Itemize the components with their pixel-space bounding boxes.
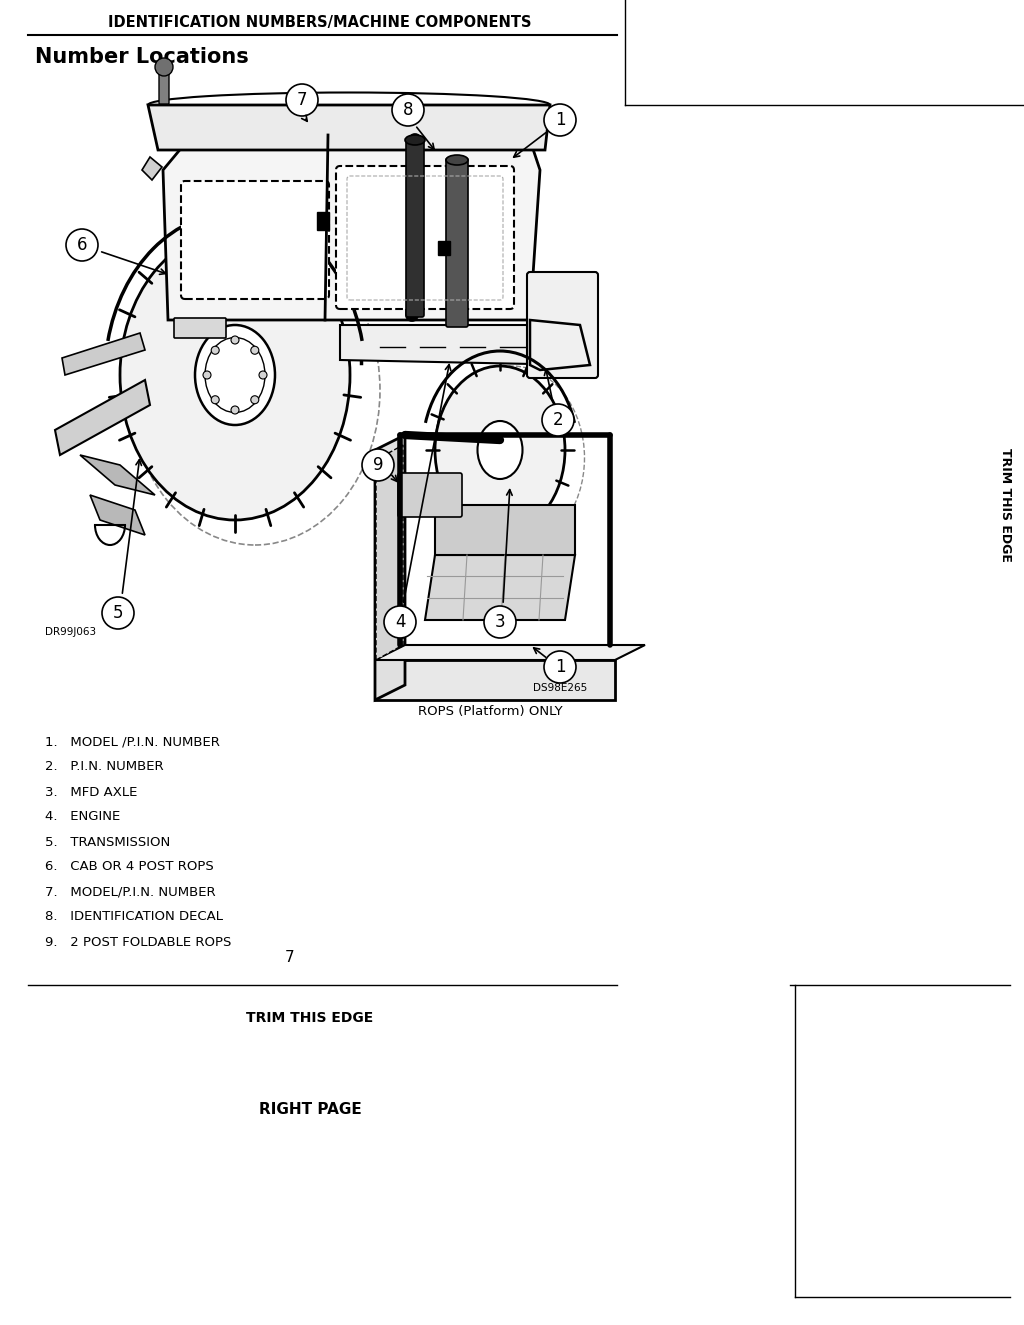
Circle shape — [102, 598, 134, 629]
Ellipse shape — [195, 325, 275, 425]
Polygon shape — [80, 454, 155, 496]
Ellipse shape — [435, 366, 565, 534]
Circle shape — [544, 651, 575, 682]
Circle shape — [231, 405, 239, 413]
Text: RIGHT PAGE: RIGHT PAGE — [259, 1102, 361, 1117]
Bar — [438, 241, 450, 254]
Polygon shape — [340, 325, 580, 364]
Text: ROPS (Platform) ONLY: ROPS (Platform) ONLY — [418, 705, 562, 718]
FancyBboxPatch shape — [527, 272, 598, 378]
Text: IDENTIFICATION NUMBERS/MACHINE COMPONENTS: IDENTIFICATION NUMBERS/MACHINE COMPONENT… — [109, 15, 531, 29]
Text: 2.   P.I.N. NUMBER: 2. P.I.N. NUMBER — [45, 761, 164, 774]
Text: DS98E265: DS98E265 — [534, 682, 587, 693]
FancyBboxPatch shape — [174, 318, 226, 338]
Circle shape — [484, 606, 516, 639]
Circle shape — [231, 337, 239, 344]
Circle shape — [211, 346, 219, 354]
Polygon shape — [425, 555, 575, 620]
Text: 8.   IDENTIFICATION DECAL: 8. IDENTIFICATION DECAL — [45, 910, 223, 924]
FancyBboxPatch shape — [181, 182, 329, 299]
Polygon shape — [375, 435, 406, 700]
Text: 5.   TRANSMISSION: 5. TRANSMISSION — [45, 836, 170, 848]
Text: 6: 6 — [77, 236, 87, 254]
Bar — [317, 212, 329, 231]
FancyBboxPatch shape — [336, 166, 514, 309]
Text: 8: 8 — [402, 101, 414, 119]
Circle shape — [203, 371, 211, 379]
Circle shape — [259, 371, 267, 379]
Circle shape — [542, 404, 574, 436]
Polygon shape — [375, 660, 615, 700]
Polygon shape — [62, 333, 145, 375]
FancyBboxPatch shape — [398, 473, 462, 517]
Circle shape — [251, 346, 259, 354]
Ellipse shape — [120, 231, 350, 519]
Circle shape — [155, 58, 173, 76]
Text: 4: 4 — [394, 613, 406, 631]
Text: 1: 1 — [555, 659, 565, 676]
Text: TRIM THIS EDGE: TRIM THIS EDGE — [998, 448, 1012, 562]
Polygon shape — [142, 156, 162, 180]
Polygon shape — [148, 105, 550, 150]
Polygon shape — [55, 380, 150, 454]
Polygon shape — [376, 445, 403, 660]
Text: 3: 3 — [495, 613, 505, 631]
Ellipse shape — [446, 155, 468, 166]
Text: 2: 2 — [553, 411, 563, 429]
Text: 6.   CAB OR 4 POST ROPS: 6. CAB OR 4 POST ROPS — [45, 860, 214, 873]
Text: DR99J063: DR99J063 — [45, 627, 96, 637]
Text: Number Locations: Number Locations — [35, 46, 249, 68]
Text: 3.   MFD AXLE: 3. MFD AXLE — [45, 786, 137, 799]
Text: 5: 5 — [113, 604, 123, 621]
Circle shape — [211, 396, 219, 404]
FancyBboxPatch shape — [406, 138, 424, 317]
Text: 7: 7 — [297, 91, 307, 109]
Polygon shape — [90, 496, 145, 535]
FancyBboxPatch shape — [159, 68, 169, 103]
Text: 1: 1 — [555, 111, 565, 129]
FancyBboxPatch shape — [446, 158, 468, 327]
Text: 9.   2 POST FOLDABLE ROPS: 9. 2 POST FOLDABLE ROPS — [45, 935, 231, 949]
Text: 4.   ENGINE: 4. ENGINE — [45, 811, 120, 824]
Ellipse shape — [477, 421, 522, 480]
Text: 7.   MODEL/P.I.N. NUMBER: 7. MODEL/P.I.N. NUMBER — [45, 885, 216, 898]
Text: 7: 7 — [286, 950, 295, 965]
Polygon shape — [163, 140, 540, 321]
Text: 9: 9 — [373, 456, 383, 474]
Circle shape — [544, 103, 575, 136]
Ellipse shape — [406, 135, 425, 144]
Circle shape — [286, 83, 318, 117]
Circle shape — [251, 396, 259, 404]
Polygon shape — [375, 645, 645, 660]
Circle shape — [384, 606, 416, 639]
Circle shape — [362, 449, 394, 481]
Polygon shape — [435, 505, 575, 555]
Text: TRIM THIS EDGE: TRIM THIS EDGE — [247, 1011, 374, 1026]
Circle shape — [392, 94, 424, 126]
Circle shape — [66, 229, 98, 261]
Polygon shape — [530, 321, 590, 370]
Text: 1.   MODEL /P.I.N. NUMBER: 1. MODEL /P.I.N. NUMBER — [45, 735, 220, 749]
